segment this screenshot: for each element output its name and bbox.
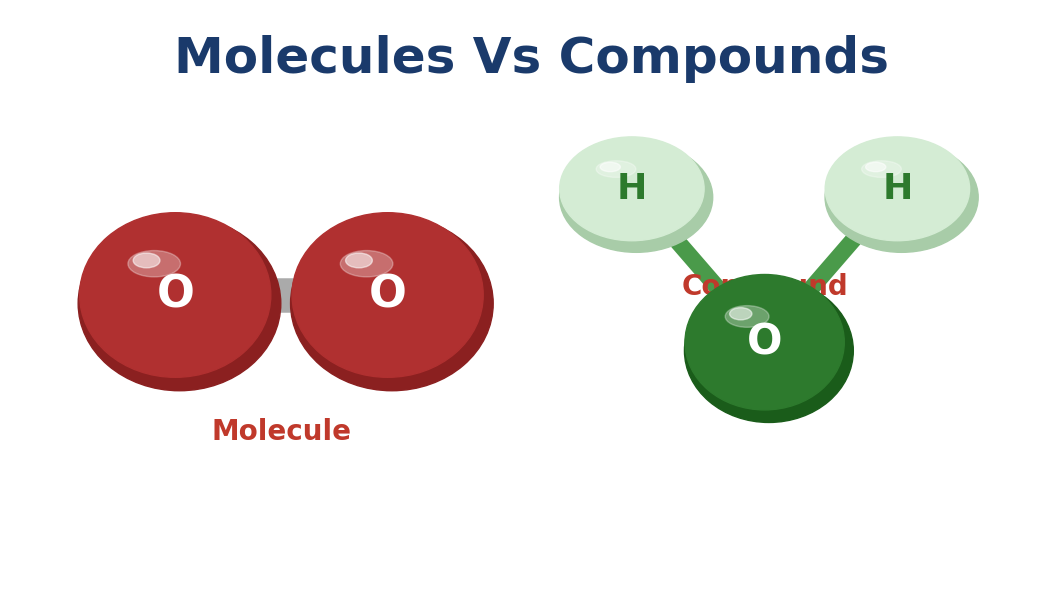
Text: Molecule: Molecule: [211, 418, 352, 445]
Ellipse shape: [725, 306, 769, 327]
Ellipse shape: [292, 213, 483, 378]
Ellipse shape: [80, 213, 271, 378]
Text: H: H: [883, 172, 912, 206]
Ellipse shape: [340, 251, 393, 277]
Text: Molecules Vs Compounds: Molecules Vs Compounds: [173, 35, 889, 83]
Ellipse shape: [600, 162, 620, 172]
Ellipse shape: [685, 274, 844, 410]
Ellipse shape: [866, 162, 886, 172]
Ellipse shape: [79, 217, 280, 391]
Ellipse shape: [825, 137, 970, 241]
Text: Compound: Compound: [681, 273, 849, 300]
Ellipse shape: [127, 251, 181, 277]
Text: O: O: [369, 274, 407, 316]
Ellipse shape: [291, 217, 493, 391]
Text: O: O: [156, 274, 194, 316]
Ellipse shape: [596, 160, 636, 178]
Ellipse shape: [684, 279, 854, 422]
Ellipse shape: [345, 253, 373, 268]
Ellipse shape: [133, 253, 160, 268]
Ellipse shape: [560, 142, 713, 253]
Text: H: H: [617, 172, 647, 206]
Ellipse shape: [560, 137, 704, 241]
Text: O: O: [747, 321, 783, 363]
Ellipse shape: [730, 307, 752, 320]
Ellipse shape: [861, 160, 902, 178]
Ellipse shape: [825, 142, 978, 253]
